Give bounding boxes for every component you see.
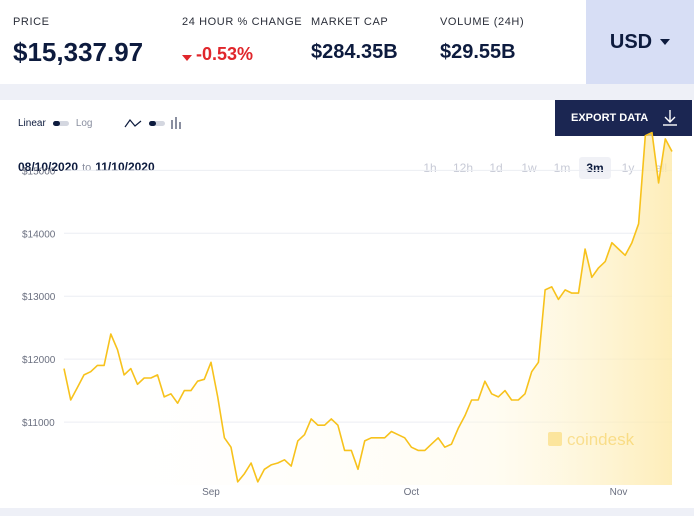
- range-12h[interactable]: 12h: [452, 161, 474, 175]
- range-selector: 1h12h1d1w1m3m1yall: [414, 157, 678, 179]
- export-data-button[interactable]: EXPORT DATA: [555, 100, 692, 136]
- change-label: 24 HOUR % CHANGE: [182, 16, 303, 28]
- chart-type-toggle[interactable]: [124, 116, 184, 130]
- currency-label: USD: [609, 30, 653, 53]
- scale-switch[interactable]: [52, 121, 69, 126]
- range-3m[interactable]: 3m: [579, 157, 611, 179]
- change-value: -0.53%: [196, 44, 254, 64]
- range-1h[interactable]: 1h: [423, 161, 437, 175]
- market-cap-value: $284.35B: [311, 41, 398, 63]
- volume-value: $29.55B: [440, 41, 516, 63]
- chevron-down-icon: [660, 39, 671, 45]
- currency-dropdown[interactable]: USD: [586, 0, 694, 84]
- y-tick-label: $14000: [22, 229, 56, 240]
- download-icon: [663, 110, 677, 126]
- coindesk-logo: coindesk: [548, 430, 635, 449]
- scale-toggle[interactable]: Linear Log: [18, 118, 93, 129]
- price-chart: $11000 $12000 $13000 $14000 $15000 Sep Oct Nov c…: [22, 131, 673, 498]
- price-value: $15,337.97: [13, 37, 144, 67]
- caret-down-icon: [182, 55, 192, 61]
- bar-chart-icon[interactable]: [170, 116, 184, 130]
- range-1d[interactable]: 1d: [489, 161, 503, 175]
- date-to-label: to: [82, 162, 92, 174]
- scale-linear-label[interactable]: Linear: [18, 118, 46, 129]
- price-label: PRICE: [13, 16, 50, 28]
- range-1m[interactable]: 1m: [553, 161, 571, 175]
- stats-background: [0, 0, 586, 84]
- line-chart-icon[interactable]: [124, 117, 144, 129]
- watermark-text: coindesk: [567, 430, 635, 449]
- stats-bar: PRICE $15,337.97 24 HOUR % CHANGE -0.53%…: [0, 0, 694, 84]
- x-tick-label: Oct: [404, 487, 420, 498]
- export-data-label: EXPORT DATA: [571, 112, 649, 124]
- y-tick-label: $11000: [22, 418, 55, 429]
- price-area: [64, 132, 672, 485]
- range-1w[interactable]: 1w: [521, 161, 537, 175]
- y-tick-label: $12000: [22, 355, 56, 366]
- chart-type-switch[interactable]: [149, 120, 165, 126]
- y-tick-label: $15000: [22, 166, 56, 177]
- y-tick-label: $13000: [22, 292, 56, 303]
- scale-log-label[interactable]: Log: [75, 118, 93, 129]
- range-1y[interactable]: 1y: [621, 161, 635, 175]
- x-tick-label: Nov: [610, 487, 628, 498]
- date-from[interactable]: 08/10/2020: [18, 160, 79, 174]
- market-cap-label: MARKET CAP: [311, 16, 389, 28]
- price-line: [63, 131, 673, 483]
- volume-label: VOLUME (24H): [440, 16, 525, 28]
- x-tick-label: Sep: [202, 487, 220, 498]
